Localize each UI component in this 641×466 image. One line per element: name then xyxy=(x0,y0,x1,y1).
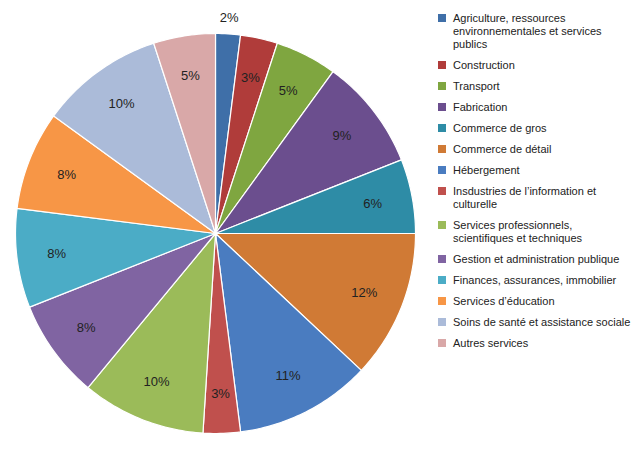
html-text:Finances, assurances, immobili: Finances, assurances, immobilier xyxy=(453,274,617,286)
svg-text:3%: 3% xyxy=(241,70,260,85)
html-text:Insdustries de l’information e: Insdustries de l’information et culturel… xyxy=(453,185,597,210)
svg-text:5%: 5% xyxy=(181,68,200,83)
svg-text:6%: 6% xyxy=(363,196,382,211)
html-text:Gestion et administration publ: Gestion et administration publique xyxy=(453,253,620,265)
svg-text:12%: 12% xyxy=(351,285,377,300)
html-text:Autres services: Autres services xyxy=(453,337,529,349)
html-text:Services professionnels, scien: Services professionnels, scientifiques e… xyxy=(453,219,582,244)
svg-text:9%: 9% xyxy=(333,128,352,143)
html-text:Commerce de gros: Commerce de gros xyxy=(453,122,547,134)
html-text:Agriculture, ressources enviro: Agriculture, ressources environnementale… xyxy=(453,12,602,50)
svg-text:8%: 8% xyxy=(47,246,66,261)
svg-text:8%: 8% xyxy=(57,167,76,182)
svg-text:10%: 10% xyxy=(108,96,134,111)
svg-text:2%: 2% xyxy=(220,10,239,25)
svg-text:11%: 11% xyxy=(276,368,301,383)
html-text:Services d’éducation: Services d’éducation xyxy=(453,295,555,307)
svg-text:10%: 10% xyxy=(144,374,170,389)
html-text:Hébergement: Hébergement xyxy=(453,164,520,176)
svg-text:5%: 5% xyxy=(279,83,298,98)
html-text:Soins de santé et assistance s: Soins de santé et assistance sociale xyxy=(453,316,631,328)
html-text:Commerce de détail: Commerce de détail xyxy=(453,143,552,155)
html-text:Construction: Construction xyxy=(453,59,515,71)
svg-text:8%: 8% xyxy=(77,320,96,335)
html-text:Fabrication: Fabrication xyxy=(453,101,508,113)
svg-text:3%: 3% xyxy=(211,386,230,401)
html-text:Transport: Transport xyxy=(453,80,500,92)
